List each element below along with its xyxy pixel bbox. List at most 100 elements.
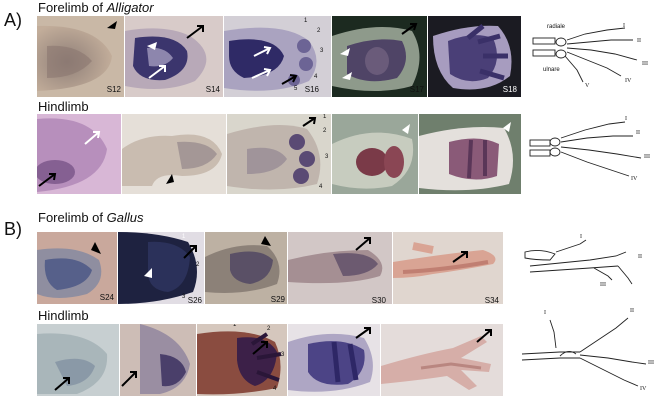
- gallus-hindlimb-photo-3: 1 2 3 4: [197, 324, 287, 396]
- s34-embryo-image: [393, 242, 496, 278]
- white-arrowhead-icon: [402, 124, 410, 134]
- alligator-forelimb-s17-photo: S17: [332, 16, 427, 97]
- digit-number-3: 3: [182, 294, 186, 300]
- white-arrowhead-icon: [342, 72, 352, 80]
- stage-label: S12: [106, 85, 121, 94]
- gallus-hindlimb-photo-2: [120, 324, 196, 396]
- s24-embryo-image: [37, 242, 102, 298]
- hindlimb-embryo-image: [37, 333, 108, 394]
- digit-number-3: 3: [325, 154, 329, 160]
- digit-roman-v: V: [585, 83, 590, 89]
- ulnare-label: ulnare: [543, 67, 560, 73]
- black-arrow-icon: [452, 251, 468, 263]
- gallus-hindlimb-photo-5: [381, 324, 503, 396]
- alligator-hindlimb-title: Hindlimb: [38, 99, 89, 114]
- alligator-hindlimb-photo-2: [122, 114, 226, 194]
- s17-embryo-image: [332, 23, 420, 91]
- gallus-forelimb-s34-photo: S34: [393, 232, 503, 304]
- digit-number-1: 1: [182, 234, 186, 240]
- digit-number-2: 2: [317, 28, 321, 34]
- black-arrow-icon: [186, 25, 204, 39]
- hindlimb-embryo-image: [121, 324, 190, 394]
- black-arrowhead-icon: [261, 236, 271, 246]
- gallus-hindlimb-skeleton-diagram: I II III IV: [520, 308, 661, 398]
- hindlimb-embryo-image: [197, 331, 282, 395]
- forelimb-title-prefix: Forelimb of: [38, 210, 107, 225]
- gallus-forelimb-title: Forelimb of Gallus: [38, 210, 144, 225]
- hindlimb-embryo-image: [419, 122, 513, 191]
- s12-embryo-image: [37, 21, 117, 91]
- stage-label: S26: [187, 296, 202, 304]
- black-arrow-icon: [401, 23, 418, 35]
- black-arrow-icon: [183, 245, 197, 259]
- digit-number-2: 2: [196, 262, 200, 268]
- digit-number-3: 3: [281, 352, 285, 358]
- white-arrowhead-icon: [340, 48, 350, 56]
- black-arrow-icon: [355, 237, 371, 251]
- gallus-forelimb-s26-photo: 1 2 3 S26: [118, 232, 204, 304]
- stage-label: S18: [502, 85, 517, 94]
- white-arrow-icon: [253, 46, 272, 57]
- s14-embryo-image: [125, 25, 207, 90]
- skeleton-drawing: [524, 239, 633, 285]
- alligator-forelimb-skeleton-diagram: radiale ulnare I II III IV V: [525, 16, 661, 98]
- gallus-hindlimb-title: Hindlimb: [38, 308, 89, 323]
- black-arrow-icon: [54, 377, 70, 391]
- s26-embryo-image: [118, 232, 197, 304]
- digit-roman-iv: IV: [640, 386, 647, 392]
- radiale-label: radiale: [547, 24, 566, 30]
- black-arrow-icon: [38, 173, 57, 187]
- hindlimb-embryo-image: [122, 134, 222, 186]
- skeleton-drawing: [529, 121, 642, 177]
- digit-roman-iii: III: [642, 61, 648, 67]
- digit-roman-iii: III: [648, 360, 654, 366]
- panel-a-label: A): [4, 10, 22, 30]
- digit-number-4: 4: [314, 74, 318, 80]
- digit-roman-ii: II: [630, 308, 634, 314]
- stage-label: S14: [205, 85, 220, 94]
- white-arrowhead-icon: [147, 42, 157, 50]
- alligator-forelimb-s16-photo: 1 2 3 4 5 S16: [224, 16, 331, 97]
- digit-number-5: 5: [294, 86, 298, 92]
- digit-number-1: 1: [323, 114, 327, 120]
- alligator-forelimb-s18-photo: S18: [428, 16, 521, 97]
- gallus-hindlimb-photo-1: [37, 324, 119, 396]
- black-arrow-icon: [355, 327, 371, 339]
- hindlimb-embryo-image: [288, 327, 373, 392]
- digit-number-1: 1: [233, 324, 237, 328]
- digit-roman-i: I: [580, 234, 582, 240]
- gallus-forelimb-s24-photo: S24: [37, 232, 117, 304]
- s18-embryo-image: [433, 24, 512, 90]
- gallus-forelimb-skeleton-diagram: I II III: [520, 230, 661, 302]
- digit-roman-iii: III: [600, 282, 606, 288]
- alligator-hindlimb-photo-3: 1 2 3 4: [227, 114, 331, 194]
- white-arrowhead-icon: [503, 122, 511, 132]
- panel-b-label: B): [4, 219, 22, 239]
- hindlimb-embryo-image: [37, 118, 107, 192]
- forelimb-title-prefix: Forelimb of: [38, 0, 107, 15]
- digit-roman-ii: II: [636, 130, 640, 136]
- white-arrow-icon: [251, 68, 272, 79]
- digit-roman-i: I: [544, 310, 546, 316]
- hindlimb-embryo-image: [332, 124, 414, 189]
- digit-roman-iv: IV: [625, 78, 632, 84]
- digit-roman-i: I: [625, 116, 627, 122]
- digit-roman-ii: II: [637, 38, 641, 44]
- stage-label: S16: [304, 85, 319, 94]
- skeleton-drawing: [521, 317, 647, 387]
- black-arrow-icon: [252, 341, 268, 355]
- digit-number-2: 2: [323, 128, 327, 134]
- black-arrow-icon: [121, 371, 137, 387]
- species-alligator: Alligator: [106, 0, 154, 15]
- digit-roman-ii: II: [638, 254, 642, 260]
- black-arrowhead-icon: [107, 21, 117, 29]
- alligator-hindlimb-photo-4: [332, 114, 418, 194]
- stage-label: S29: [270, 295, 285, 304]
- black-arrowhead-icon: [166, 174, 174, 184]
- black-arrow-icon: [281, 74, 298, 85]
- species-gallus: Gallus: [106, 210, 144, 225]
- stage-label: S17: [409, 85, 424, 94]
- digit-roman-iv: IV: [631, 176, 638, 182]
- digit-number-4: 4: [319, 184, 323, 190]
- alligator-hindlimb-skeleton-diagram: I II III IV: [525, 114, 661, 194]
